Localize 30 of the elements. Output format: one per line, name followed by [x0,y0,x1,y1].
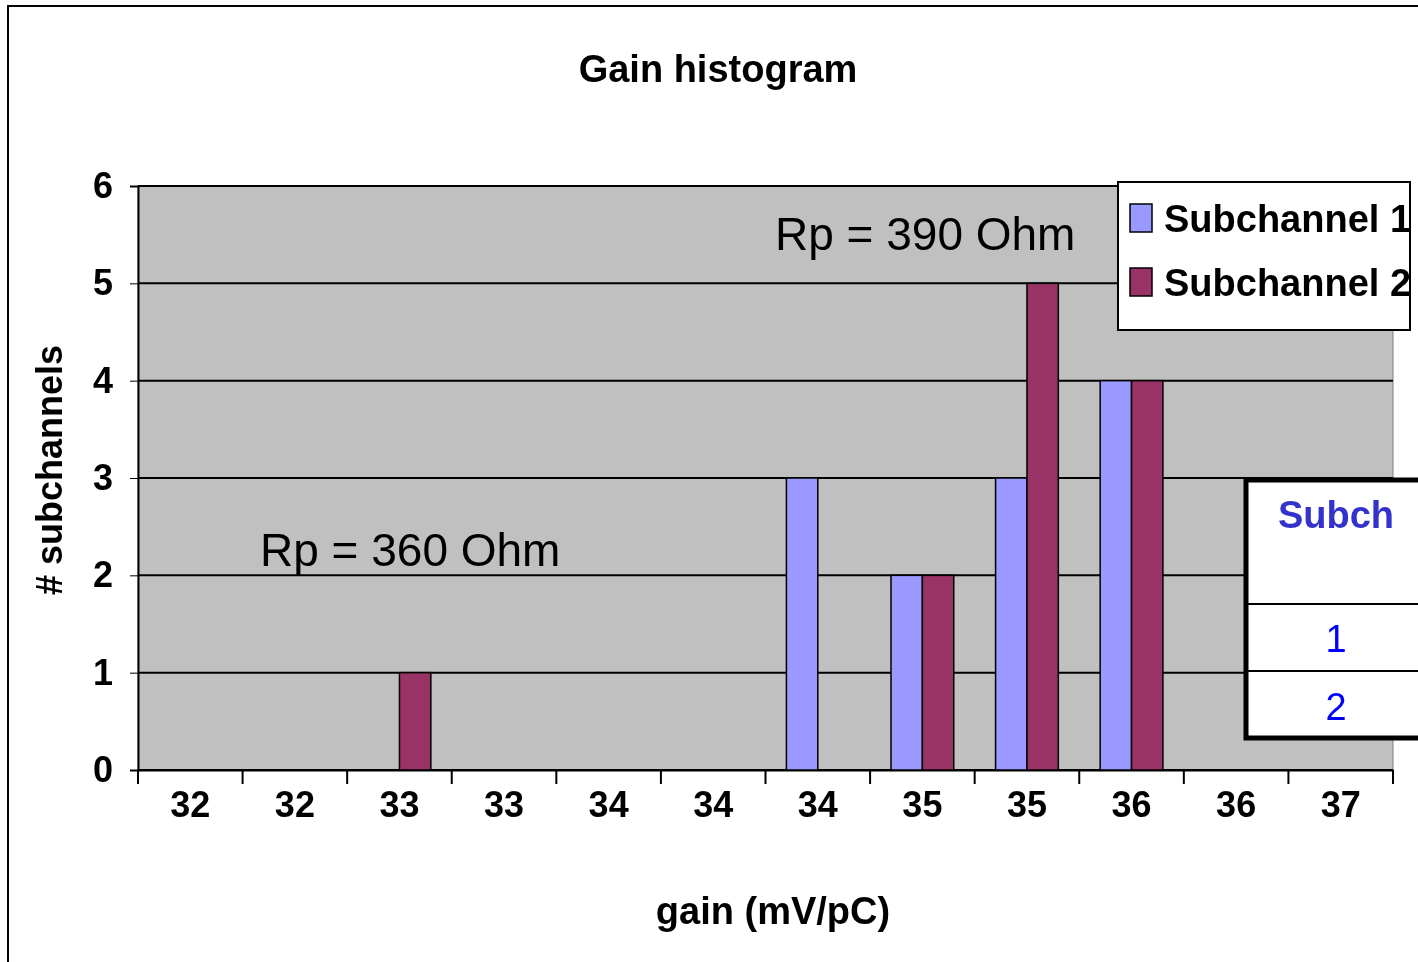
annotation: Rp = 360 Ohm [260,524,561,576]
x-tick-label: 33 [379,784,420,825]
x-tick-label: 36 [1216,784,1257,825]
x-tick-label: 36 [1111,784,1152,825]
annotation: 1 [1325,618,1347,660]
x-axis-title: gain (mV/pC) [655,890,891,932]
y-tick-label: 3 [92,457,113,499]
y-tick-label: 5 [92,262,113,304]
y-tick-label: 2 [92,554,113,596]
x-tick-label: 32 [170,784,211,825]
annotation: 2 [1325,686,1347,728]
table-box: Subch 1 2 [1243,477,1418,741]
y-tick-label: 4 [92,359,113,401]
y-tick-label: 1 [92,651,113,693]
y-tick-label: 6 [92,165,113,207]
legend-label: Subchannel 1 [1164,198,1412,240]
x-tick-label: 34 [797,784,838,825]
chart-title: Gain histogram [578,48,858,90]
x-tick-label: 35 [902,784,943,825]
y-axis-title: # subchannels [29,344,70,596]
legend-label: Subchannel 2 [1164,262,1412,304]
annotation: Subch [1277,494,1395,536]
x-tick-label: 35 [1006,784,1047,825]
x-tick-label: 32 [274,784,315,825]
x-tick-label: 34 [588,784,629,825]
x-tick-label: 34 [693,784,734,825]
annotation: Rp = 390 Ohm [775,208,1076,260]
x-tick-label: 37 [1320,784,1361,825]
x-tick-label: 33 [484,784,525,825]
y-tick-label: 0 [92,749,113,791]
